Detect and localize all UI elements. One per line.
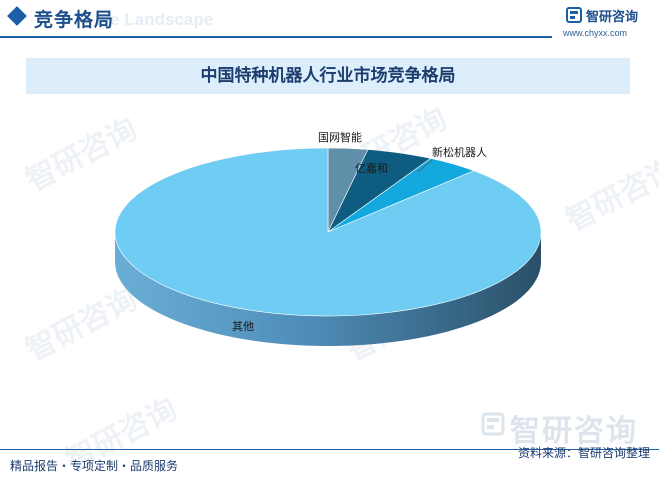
footer-divider bbox=[0, 449, 659, 450]
page-header: ive Landscape 竞争格局 智研咨询 www.chyxx.com bbox=[0, 0, 659, 40]
chart-title-band: 中国特种机器人行业市场竞争格局 bbox=[26, 58, 630, 94]
slice-label: 新松机器人 bbox=[432, 145, 487, 159]
brand-logo-icon bbox=[566, 7, 582, 23]
pie-side-wall bbox=[115, 232, 541, 346]
watermark-logo-icon bbox=[481, 412, 505, 436]
pie-slice bbox=[114, 147, 542, 317]
bottom-watermark: 智研咨询 bbox=[510, 414, 638, 449]
header-divider bbox=[0, 36, 552, 38]
footer-slogan: 精品报告・专项定制・品质服务 bbox=[10, 459, 179, 473]
source-note: 资料来源：智研咨询整理 bbox=[517, 446, 650, 460]
slice-label: 其他 bbox=[232, 320, 254, 333]
chart-title: 中国特种机器人行业市场竞争格局 bbox=[200, 66, 456, 86]
section-title: 竞争格局 bbox=[34, 9, 115, 31]
brand-name: 智研咨询 bbox=[586, 10, 639, 25]
header-watermark: ive Landscape bbox=[96, 10, 214, 29]
brand-url[interactable]: www.chyxx.com bbox=[563, 28, 628, 38]
slice-label: 国网智能 bbox=[318, 130, 362, 144]
label-leader-line bbox=[417, 159, 433, 173]
slice-label: 亿嘉和 bbox=[355, 161, 388, 175]
